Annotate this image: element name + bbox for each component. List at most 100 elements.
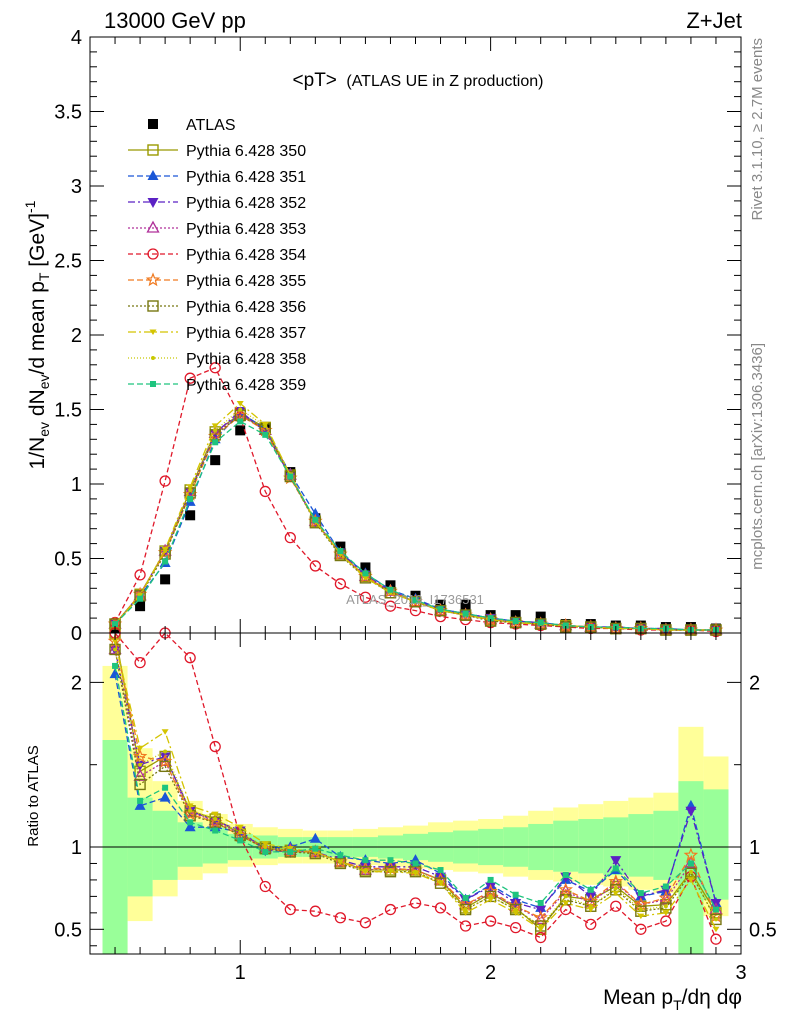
data-point-355 [658, 890, 674, 905]
series-359 [112, 662, 719, 913]
plot-title: <pT> (ATLAS UE in Z production) [293, 70, 544, 91]
tick-label: 1.5 [54, 400, 82, 422]
legend-entry-355: Pythia 6.428 355 [128, 272, 306, 290]
data-point-358 [613, 886, 618, 891]
data-point-358 [688, 869, 693, 874]
legend-marker [148, 119, 158, 129]
data-point-ATLAS [210, 455, 221, 466]
data-point-352 [685, 806, 697, 817]
legend-entry-351: Pythia 6.428 351 [128, 169, 306, 186]
tick-label: 2 [485, 962, 496, 984]
data-point-354 [459, 920, 472, 932]
legend-entry-354: Pythia 6.428 354 [128, 247, 306, 264]
data-point-359 [137, 595, 144, 602]
data-point-359 [562, 622, 569, 629]
data-point-357 [236, 401, 244, 407]
data-point-354 [334, 578, 347, 590]
data-point-357 [111, 638, 119, 645]
tick-label: 4 [71, 27, 82, 49]
legend-entry-357: Pythia 6.428 357 [128, 325, 306, 342]
data-point-359 [437, 606, 444, 613]
data-point-357 [537, 926, 545, 933]
header-left: 13000 GeV pp [104, 8, 246, 33]
data-point-354 [209, 362, 221, 374]
data-point-358 [238, 407, 243, 412]
series-line-356 [114, 649, 717, 927]
data-point-359 [337, 852, 344, 859]
data-point-354 [284, 531, 296, 544]
data-point-353 [108, 642, 122, 655]
data-point-359 [387, 586, 394, 593]
data-point-358 [488, 894, 493, 899]
data-point-358 [413, 869, 418, 874]
data-point-352 [159, 752, 171, 763]
data-point-358 [338, 859, 343, 864]
data-point-357 [186, 803, 194, 809]
data-point-351 [159, 791, 171, 802]
data-point-354 [259, 880, 271, 893]
data-point-351 [309, 832, 321, 843]
data-point-354 [209, 740, 221, 753]
data-point-358 [563, 894, 568, 899]
data-point-359 [637, 890, 644, 897]
data-point-354 [359, 591, 372, 603]
data-point-359 [487, 876, 494, 883]
x-axis-label: Mean pT/dη dφ [603, 986, 742, 1013]
data-point-354 [134, 656, 146, 669]
plot-title-main: <pT> [293, 70, 337, 91]
data-point-359 [537, 899, 544, 906]
data-point-354 [309, 905, 321, 917]
data-point-359 [537, 619, 544, 626]
legend-label: Pythia 6.428 353 [186, 221, 306, 238]
ratio-panel-series [107, 627, 724, 945]
data-point-359 [512, 891, 519, 898]
data-point-359 [487, 615, 494, 622]
data-point-357 [637, 913, 645, 920]
legend-label: Pythia 6.428 356 [186, 299, 306, 316]
data-point-359 [662, 883, 669, 890]
tick-label: 2.5 [54, 251, 82, 273]
legend-label: Pythia 6.428 355 [186, 273, 306, 290]
data-point-355 [558, 882, 573, 897]
data-point-358 [538, 924, 543, 929]
legend-marker [146, 220, 160, 233]
data-point-355 [458, 896, 473, 911]
data-point-359 [187, 819, 194, 826]
data-point-358 [263, 423, 268, 428]
data-point-354 [409, 605, 422, 617]
data-point-354 [134, 569, 146, 581]
data-point-356 [434, 877, 447, 889]
data-point-357 [236, 824, 244, 831]
legend-entry-359: Pythia 6.428 359 [128, 377, 306, 394]
data-point-354 [259, 485, 271, 498]
data-point-359 [587, 886, 594, 893]
data-point-358 [463, 907, 468, 912]
legend-marker [150, 381, 156, 387]
tick-label: 1 [71, 474, 82, 496]
legend-label: Pythia 6.428 354 [186, 247, 306, 264]
data-point-354 [334, 912, 347, 924]
data-point-354 [309, 560, 321, 572]
data-point-359 [312, 845, 319, 852]
data-point-357 [261, 841, 269, 847]
legend-marker [147, 144, 159, 156]
legend-entry-350: Pythia 6.428 350 [128, 143, 306, 160]
data-point-359 [612, 865, 619, 872]
data-point-354 [384, 600, 397, 612]
data-point-359 [387, 857, 394, 864]
data-point-354 [610, 900, 622, 912]
data-point-357 [211, 811, 219, 818]
data-point-351 [109, 668, 121, 679]
tick-label: 1 [235, 962, 246, 984]
data-point-354 [660, 915, 672, 927]
data-point-356 [134, 778, 146, 791]
tick-label: 1 [71, 837, 82, 859]
header-right: Z+Jet [686, 8, 742, 33]
data-point-ATLAS [235, 425, 246, 436]
tick-label: 0 [71, 623, 82, 645]
data-point-359 [287, 473, 294, 480]
data-point-359 [287, 848, 294, 855]
legend-entry-ATLAS: ATLAS [148, 117, 236, 134]
data-point-354 [585, 918, 597, 931]
